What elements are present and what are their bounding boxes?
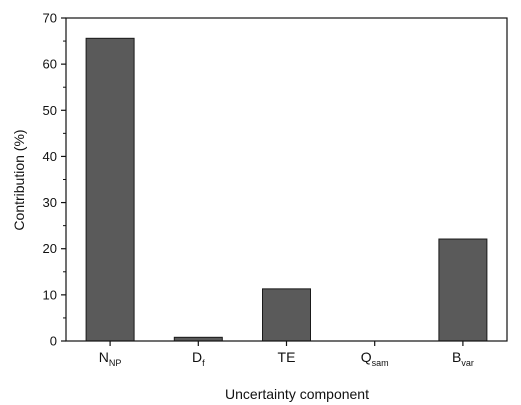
y-axis-label: Contribution (%) (11, 129, 27, 230)
y-tick-label: 20 (43, 241, 57, 256)
y-tick-label: 40 (43, 149, 57, 164)
bar-bvar (438, 238, 488, 342)
plot-frame (65, 17, 508, 342)
x-tick-label: Df (192, 349, 205, 368)
bar-te (262, 288, 311, 342)
x-tick-label: Bvar (452, 349, 474, 368)
y-tick-label: 10 (43, 287, 57, 302)
bar-nnp (85, 37, 135, 342)
x-tick-label: Qsam (361, 349, 389, 368)
y-tick-label: 50 (43, 103, 57, 118)
y-tick-label: 30 (43, 195, 57, 210)
x-axis-ticks: NNP Df TE Qsam Bvar (99, 341, 474, 368)
x-tick-label: TE (278, 349, 296, 365)
y-tick-label: 60 (43, 57, 57, 72)
x-axis-label: Uncertainty component (225, 386, 369, 402)
y-tick-label: 0 (50, 334, 57, 349)
y-tick-label: 70 (43, 11, 57, 26)
x-tick-label: NNP (99, 349, 122, 368)
y-axis-ticks: 0 10 20 30 40 50 60 70 (43, 11, 66, 349)
bars-group (85, 37, 488, 342)
